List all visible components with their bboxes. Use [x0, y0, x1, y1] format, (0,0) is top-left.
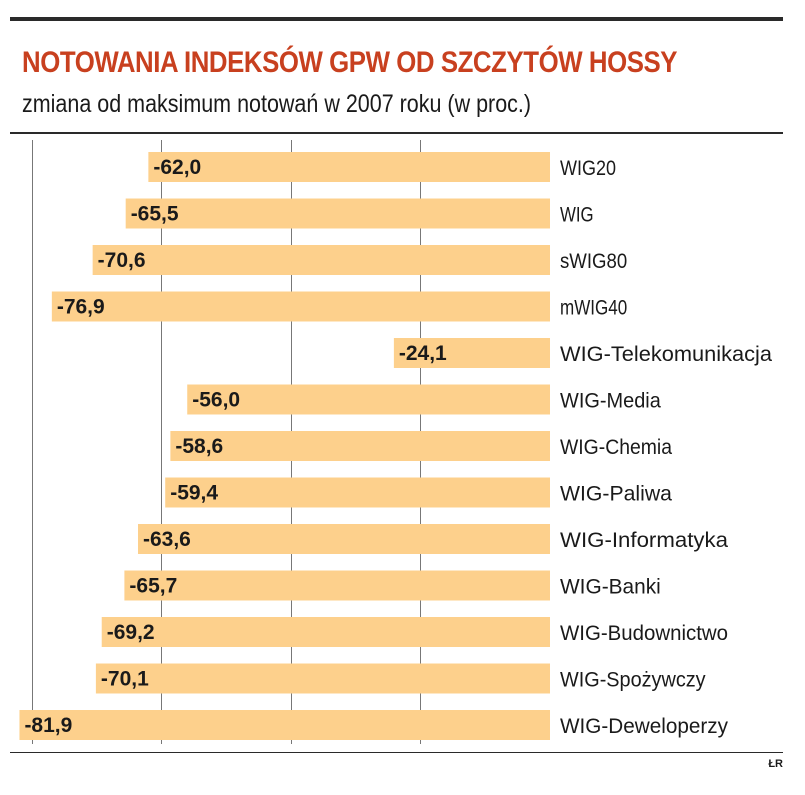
bar-6 — [170, 431, 550, 461]
header-rule — [10, 132, 783, 134]
category-label-5: WIG-Media — [560, 390, 661, 413]
bar-4 — [393, 338, 550, 368]
bar-12 — [19, 710, 551, 740]
value-label-4: -24,1 — [399, 342, 447, 365]
bar-2 — [92, 245, 550, 275]
value-label-6: -58,6 — [175, 435, 223, 458]
category-label-7: WIG-Paliwa — [560, 483, 672, 506]
value-label-7: -59,4 — [170, 482, 218, 505]
category-label-10: WIG-Budownictwo — [560, 622, 728, 645]
category-label-12: WIG-Deweloperzy — [560, 715, 728, 738]
category-label-8: WIG-Informatyka — [560, 529, 728, 552]
credit: ŁR — [768, 758, 783, 770]
bar-7 — [165, 477, 551, 508]
bar-1 — [125, 198, 550, 229]
bar-8 — [137, 524, 550, 554]
bar-0 — [148, 152, 550, 182]
bar-9 — [124, 570, 551, 601]
value-label-11: -70,1 — [101, 668, 149, 691]
chart-title: NOTOWANIA INDEKSÓW GPW OD SZCZYTÓW HOSSY — [22, 46, 678, 79]
category-label-1: WIG — [560, 204, 594, 227]
value-label-12: -81,9 — [24, 714, 72, 737]
category-label-2: sWIG80 — [560, 250, 627, 273]
top-rule — [10, 17, 783, 21]
category-label-4: WIG-Telekomunikacja — [560, 343, 772, 366]
value-label-1: -65,5 — [131, 203, 179, 226]
value-label-0: -62,0 — [153, 156, 201, 179]
bar-3 — [51, 291, 551, 322]
bar-10 — [101, 617, 550, 647]
bar-5 — [187, 384, 550, 415]
value-label-8: -63,6 — [143, 528, 191, 551]
category-label-0: WIG20 — [560, 157, 616, 180]
chart-subtitle: zmiana od maksimum notowań w 2007 roku (… — [22, 90, 532, 118]
category-label-6: WIG-Chemia — [560, 436, 672, 459]
bottom-rule — [10, 752, 783, 753]
value-label-10: -69,2 — [107, 621, 155, 644]
bar-11 — [95, 663, 550, 694]
category-label-3: mWIG40 — [560, 297, 627, 320]
value-label-2: -70,6 — [98, 249, 146, 272]
category-label-11: WIG-Spożywczy — [560, 669, 706, 692]
value-label-9: -65,7 — [129, 575, 177, 598]
category-label-9: WIG-Banki — [560, 576, 661, 599]
value-label-3: -76,9 — [57, 296, 105, 319]
value-label-5: -56,0 — [192, 389, 240, 412]
